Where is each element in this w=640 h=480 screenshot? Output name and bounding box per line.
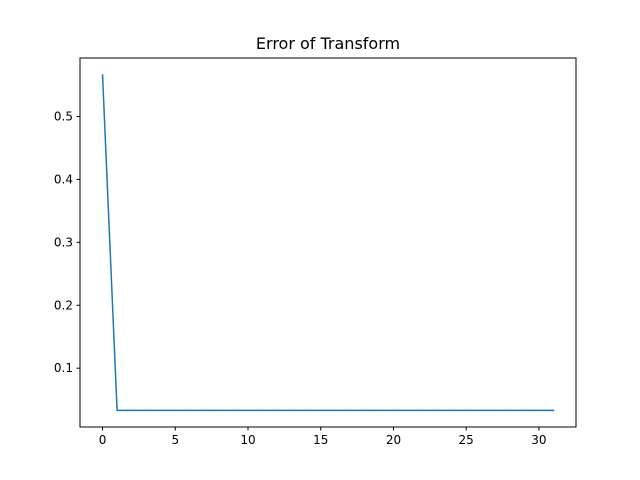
x-tick-label: 0	[99, 433, 107, 447]
data-point	[203, 409, 205, 411]
x-tick-label: 5	[171, 433, 179, 447]
data-point	[276, 409, 278, 411]
data-point	[145, 409, 147, 411]
data-point	[261, 409, 264, 411]
x-tick-label: 10	[240, 433, 255, 447]
y-tick-label: 0.4	[54, 172, 73, 186]
data-point	[465, 409, 467, 411]
data-point	[174, 409, 176, 411]
data-point	[494, 409, 496, 411]
chart-title: Error of Transform	[256, 34, 400, 53]
data-point	[116, 409, 118, 411]
data-point	[421, 409, 424, 411]
data-point	[392, 409, 395, 411]
x-tick-label: 20	[386, 433, 401, 447]
data-point	[552, 409, 555, 411]
data-point	[349, 409, 351, 411]
series-line	[101, 74, 555, 412]
data-point	[218, 409, 220, 411]
data-point	[101, 74, 104, 76]
y-tick-label: 0.2	[54, 298, 73, 312]
data-point	[378, 409, 380, 411]
x-axis: 0 5 10 15 20 25 30	[99, 427, 547, 447]
data-point	[363, 409, 365, 411]
x-tick-label: 30	[531, 433, 546, 447]
data-point	[451, 409, 453, 411]
data-point	[334, 409, 336, 411]
data-point	[131, 409, 133, 411]
x-tick-label: 15	[313, 433, 328, 447]
plot-frame	[79, 57, 577, 428]
y-tick-label: 0.1	[54, 361, 73, 375]
data-point	[305, 409, 307, 411]
data-point	[480, 409, 482, 411]
data-point	[189, 409, 191, 411]
data-point	[291, 409, 293, 411]
data-point	[509, 409, 511, 411]
data-point	[436, 409, 438, 411]
y-axis: 0.1 0.2 0.3 0.4 0.5	[54, 110, 80, 375]
data-point	[320, 409, 322, 411]
data-point	[538, 409, 540, 411]
data-point	[232, 409, 235, 411]
data-point	[160, 409, 162, 411]
data-point	[407, 409, 409, 411]
plot-area	[101, 74, 555, 412]
y-tick-label: 0.5	[54, 110, 73, 124]
data-point	[247, 409, 249, 411]
y-tick-label: 0.3	[54, 235, 73, 249]
data-point	[523, 409, 525, 411]
x-tick-label: 25	[459, 433, 474, 447]
